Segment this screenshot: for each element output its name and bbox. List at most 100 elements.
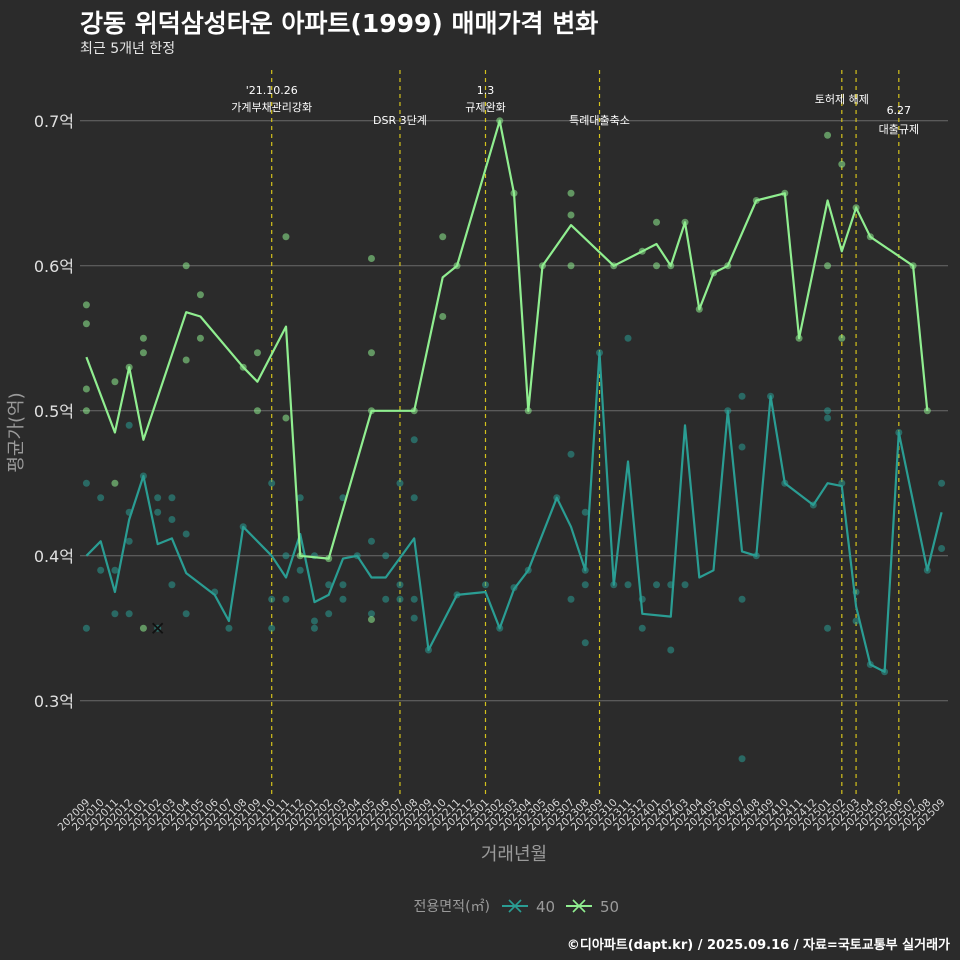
data-point-40	[367, 537, 375, 545]
data-point-40	[182, 610, 190, 618]
data-point-40	[268, 479, 276, 487]
event-label: 특례대출축소	[569, 114, 630, 127]
data-point-40	[824, 414, 832, 422]
y-tick-label: 0.4억	[34, 547, 74, 566]
data-point-40	[396, 479, 404, 487]
data-point-40	[339, 581, 347, 589]
data-point-40	[82, 479, 90, 487]
data-point-40	[638, 624, 646, 632]
data-point-50	[653, 218, 661, 226]
data-point-40	[938, 479, 946, 487]
data-point-50	[111, 479, 119, 487]
data-point-40	[681, 581, 689, 589]
data-point-40	[154, 494, 162, 502]
data-point-40	[282, 552, 290, 560]
chart-title: 강동 위덕삼성타운 아파트(1999) 매매가격 변화	[80, 9, 599, 38]
data-point-50	[367, 349, 375, 357]
data-point-40	[396, 581, 404, 589]
data-point-50	[367, 255, 375, 262]
data-point-40	[382, 552, 390, 560]
data-point-50	[111, 378, 119, 386]
legend-title: 전용면적(㎡)	[414, 899, 490, 915]
data-point-40	[396, 595, 404, 603]
legend-label-40: 40	[536, 898, 555, 916]
event-label: 규제완화	[465, 101, 505, 114]
data-point-50	[196, 291, 204, 299]
data-point-40	[624, 334, 632, 342]
series-line-50	[85, 119, 929, 560]
data-point-50	[838, 160, 846, 168]
data-point-40	[168, 581, 176, 589]
y-tick-label: 0.6억	[34, 257, 74, 276]
series-line-40	[85, 351, 943, 673]
data-point-40	[325, 610, 333, 618]
y-axis-title: 평균가(억)	[6, 392, 27, 472]
chart-subtitle: 최근 5개년 한정	[80, 41, 176, 57]
legend-label-50: 50	[600, 898, 619, 916]
data-point-50	[139, 624, 147, 632]
data-point-40	[481, 581, 489, 589]
data-point-40	[581, 639, 589, 647]
data-point-50	[838, 334, 846, 342]
y-tick-label: 0.5억	[34, 402, 74, 421]
data-point-40	[738, 392, 746, 400]
data-point-40	[296, 566, 304, 574]
data-point-40	[382, 595, 390, 603]
source-caption: ©디아파트(dapt.kr) / 2025.09.16 / 자료=국토교통부 실…	[566, 938, 950, 953]
data-point-50	[567, 262, 575, 270]
data-point-40	[410, 614, 418, 622]
data-point-50	[82, 320, 90, 328]
cross-marker	[152, 622, 164, 634]
data-point-40	[125, 421, 133, 429]
data-point-50	[282, 414, 290, 422]
data-point-50	[653, 262, 661, 270]
data-point-50	[567, 211, 575, 219]
data-point-40	[296, 494, 304, 502]
data-point-40	[268, 624, 276, 632]
data-point-50	[182, 262, 190, 270]
y-tick-label: 0.3억	[34, 692, 74, 711]
data-point-40	[567, 595, 575, 603]
data-point-50	[182, 356, 190, 364]
event-label: 대출규제	[879, 123, 919, 136]
data-point-50	[367, 616, 375, 624]
data-point-40	[125, 537, 133, 545]
data-point-40	[667, 646, 675, 654]
legend-marker-40	[508, 899, 522, 913]
data-point-50	[139, 334, 147, 342]
data-point-40	[168, 494, 176, 502]
data-point-50	[439, 313, 447, 320]
data-point-40	[738, 443, 746, 451]
data-point-40	[824, 624, 832, 632]
data-point-50	[82, 407, 90, 415]
data-point-40	[567, 450, 575, 458]
data-point-40	[339, 595, 347, 603]
data-point-40	[738, 755, 746, 763]
data-point-50	[139, 349, 147, 357]
x-axis-title: 거래년월	[481, 844, 547, 865]
data-point-40	[410, 436, 418, 444]
data-point-40	[310, 624, 318, 632]
data-point-50	[439, 233, 447, 241]
data-point-40	[168, 516, 176, 523]
data-point-40	[325, 581, 333, 589]
data-point-40	[125, 610, 133, 618]
event-label: 6.27	[887, 104, 912, 117]
data-point-40	[624, 581, 632, 589]
data-point-40	[154, 508, 162, 516]
data-point-40	[111, 610, 119, 618]
data-point-40	[97, 494, 105, 502]
data-point-50	[253, 407, 261, 415]
data-point-40	[182, 530, 190, 538]
data-point-40	[225, 624, 233, 632]
data-point-40	[268, 595, 276, 603]
y-tick-label: 0.7억	[34, 112, 74, 131]
event-label: DSR 3단계	[373, 114, 427, 127]
data-point-50	[196, 334, 204, 342]
data-point-50	[282, 233, 290, 241]
data-point-40	[824, 407, 832, 415]
data-point-40	[82, 624, 90, 632]
data-point-50	[824, 131, 832, 139]
data-point-40	[367, 610, 375, 618]
data-point-40	[852, 617, 860, 625]
